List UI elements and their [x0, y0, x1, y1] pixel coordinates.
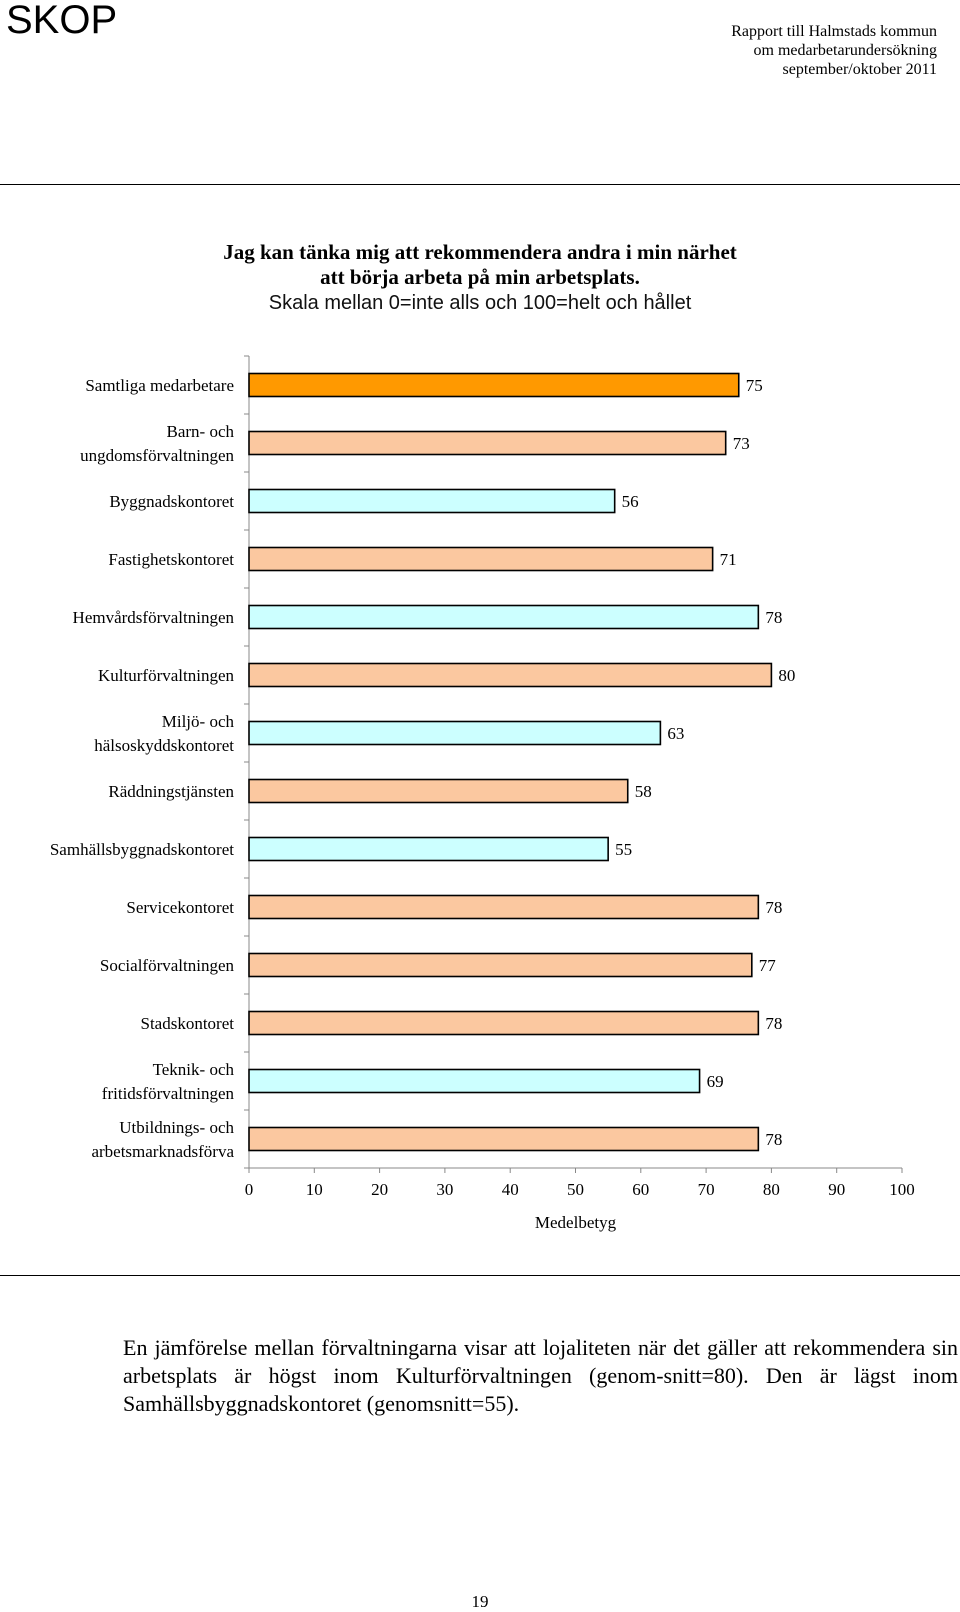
category-label: Kulturförvaltningen [98, 666, 234, 685]
page-number: 19 [471, 1592, 489, 1611]
category-label: Stadskontoret [141, 1014, 235, 1033]
data-label: 58 [635, 782, 652, 801]
category-label: Hemvårdsförvaltningen [73, 608, 235, 627]
report-line: Rapport till Halmstads kommun [731, 23, 937, 40]
chart-subtitle: Skala mellan 0=inte alls och 100=helt oc… [268, 292, 692, 314]
category-label: Byggnadskontoret [109, 492, 234, 511]
x-tick-label: 100 [889, 1180, 915, 1199]
category-label: fritidsförvaltningen [102, 1084, 235, 1103]
chart-title-line: att börja arbeta på min arbetsplats. [320, 265, 640, 289]
data-label: 55 [615, 840, 632, 859]
chart-title-line: Jag kan tänka mig att rekommendera andra… [223, 240, 737, 264]
bar [248, 430, 727, 456]
x-tick-label: 30 [436, 1180, 453, 1199]
bar [248, 952, 753, 978]
data-label: 73 [733, 434, 750, 453]
bar [248, 488, 616, 514]
x-tick-label: 40 [502, 1180, 519, 1199]
data-label: 71 [720, 550, 737, 569]
category-label: Miljö- och [162, 712, 235, 731]
category-label: Räddningstjänsten [108, 782, 234, 801]
bar-chart: 0 10 20 30 40 50 60 70 80 90 100 Medelbetyg 75 Samtli… [50, 355, 915, 1232]
x-tick-label: 20 [371, 1180, 388, 1199]
category-label: Servicekontoret [126, 898, 234, 917]
x-tick-label: 70 [698, 1180, 715, 1199]
bar [248, 894, 760, 920]
data-label: 78 [765, 1130, 782, 1149]
data-label: 63 [667, 724, 684, 743]
bar [248, 836, 609, 862]
bar [248, 778, 629, 804]
data-label: 80 [778, 666, 795, 685]
category-label: arbetsmarknadsförva [91, 1142, 234, 1161]
chart-title: Jag kan tänka mig att rekommendera andra… [0, 240, 960, 317]
report-line: om medarbetarundersökning [753, 42, 938, 59]
bar [248, 1010, 760, 1036]
category-label: Utbildnings- och [119, 1118, 234, 1137]
data-label: 56 [622, 492, 639, 511]
x-tick-label: 50 [567, 1180, 584, 1199]
category-label: Socialförvaltningen [100, 956, 235, 975]
x-tick-label: 80 [763, 1180, 780, 1199]
data-label: 75 [746, 376, 763, 395]
x-tick-label: 0 [245, 1180, 254, 1199]
skop-logo: SKOP [6, 0, 118, 42]
report-header: Rapport till Halmstads kommun om medarbe… [731, 22, 937, 79]
chart-divider [0, 1275, 960, 1276]
bar [248, 720, 662, 746]
category-label: Teknik- och [153, 1060, 235, 1079]
bar [248, 662, 773, 688]
header-divider [0, 184, 960, 185]
bar [248, 1126, 760, 1152]
bar [248, 1068, 701, 1094]
x-axis-label: Medelbetyg [535, 1213, 617, 1232]
x-tick-label: 60 [632, 1180, 649, 1199]
data-label: 77 [759, 956, 777, 975]
bar [248, 604, 760, 630]
category-label: Fastighetskontoret [108, 550, 234, 569]
category-label: Samhällsbyggnadskontoret [50, 840, 234, 859]
category-label: Barn- och [166, 422, 234, 441]
category-label: hälsoskyddskontoret [94, 736, 234, 755]
bar [248, 372, 740, 398]
data-label: 78 [765, 898, 782, 917]
bar [248, 546, 714, 572]
data-label: 78 [765, 1014, 782, 1033]
category-label: ungdomsförvaltningen [80, 446, 234, 465]
category-label: Samtliga medarbetare [85, 376, 234, 395]
x-tick-label: 90 [828, 1180, 845, 1199]
x-tick-label: 10 [306, 1180, 323, 1199]
summary-paragraph: En jämförelse mellan förvaltningarna vis… [123, 1335, 958, 1416]
data-label: 78 [765, 608, 782, 627]
report-line: september/oktober 2011 [782, 61, 937, 78]
data-label: 69 [707, 1072, 724, 1091]
